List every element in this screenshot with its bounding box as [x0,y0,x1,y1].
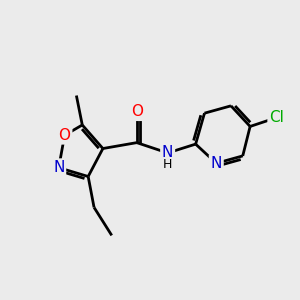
Text: Cl: Cl [269,110,284,125]
Text: O: O [131,104,143,119]
Text: N: N [162,146,173,160]
Text: N: N [53,160,64,175]
Text: N: N [211,156,222,171]
Text: H: H [163,158,172,171]
Text: O: O [58,128,70,143]
